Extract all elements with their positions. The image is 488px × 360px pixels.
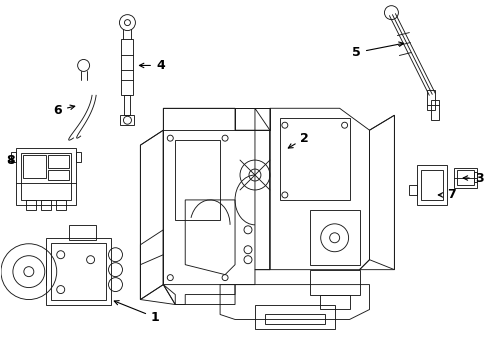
Text: 3: 3 — [462, 171, 483, 185]
Text: 4: 4 — [139, 59, 164, 72]
Text: 8: 8 — [6, 154, 15, 167]
Text: 5: 5 — [351, 42, 403, 59]
Text: 7: 7 — [437, 188, 455, 202]
Text: 6: 6 — [53, 104, 75, 117]
Text: 2: 2 — [288, 132, 308, 148]
Text: 1: 1 — [114, 301, 160, 324]
